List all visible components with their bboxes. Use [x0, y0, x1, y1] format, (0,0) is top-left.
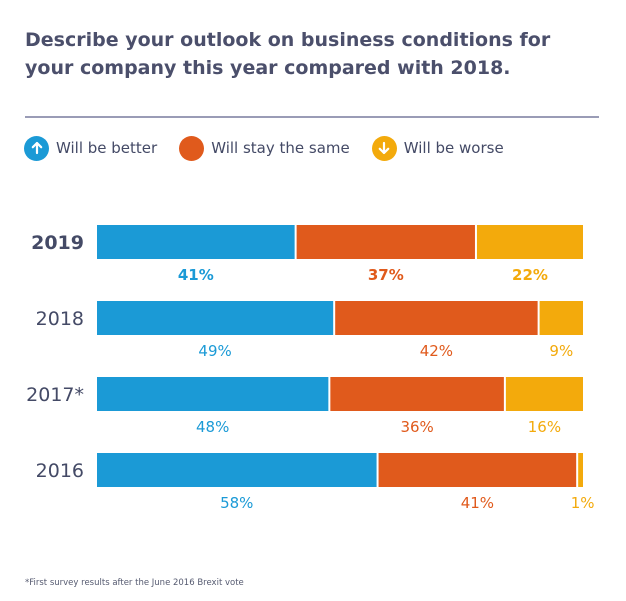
bar-segment-worse	[505, 377, 583, 411]
data-label-worse: 22%	[512, 266, 548, 284]
arrow-up-icon	[24, 135, 49, 161]
bar-segment-worse	[476, 225, 583, 259]
bar-segment-better	[97, 377, 329, 411]
legend-item-worse: Will be worse	[371, 135, 504, 161]
legend: Will be better Will stay the same Will b…	[24, 134, 526, 162]
data-label-worse: 16%	[528, 418, 561, 436]
data-label-same: 42%	[420, 342, 453, 360]
legend-label-same: Will stay the same	[211, 139, 350, 157]
data-label-better: 48%	[196, 418, 229, 436]
bar-segment-better	[97, 453, 377, 487]
data-label-same: 37%	[368, 266, 404, 284]
bar-segment-better	[97, 225, 295, 259]
data-label-better: 49%	[198, 342, 231, 360]
legend-label-better: Will be better	[56, 139, 158, 157]
data-label-worse: 1%	[571, 494, 595, 512]
data-label-same: 36%	[400, 418, 433, 436]
legend-label-worse: Will be worse	[403, 139, 504, 157]
bar-segment-same	[378, 453, 577, 487]
bar-segment-better	[97, 301, 334, 335]
bar-segment-same	[335, 301, 538, 335]
data-label-same: 41%	[461, 494, 494, 512]
data-label-worse: 9%	[549, 342, 573, 360]
category-label: 2018	[36, 308, 84, 330]
footnote: *First survey results after the June 201…	[25, 578, 244, 588]
bar-segment-same	[296, 225, 475, 259]
bar-segment-same	[330, 377, 504, 411]
category-label: 2017*	[26, 384, 84, 406]
bar-segment-worse	[578, 453, 583, 487]
category-label: 2019	[31, 232, 84, 254]
data-label-better: 41%	[178, 266, 214, 284]
legend-item-better: Will be better	[24, 135, 158, 161]
title-divider	[25, 116, 599, 118]
bar-segment-worse	[539, 301, 583, 335]
dot-icon	[179, 135, 205, 161]
data-label-better: 58%	[220, 494, 253, 512]
legend-item-same: Will stay the same	[179, 135, 350, 161]
category-label: 2016	[36, 460, 84, 482]
arrow-down-icon	[371, 135, 397, 161]
stacked-bar-chart: 2019 41% 37% 22% 2018 49% 42% 9% 2017* 48% 36% 16% 2…	[26, 225, 595, 512]
chart-title: Describe your outlook on business condit…	[25, 29, 551, 79]
